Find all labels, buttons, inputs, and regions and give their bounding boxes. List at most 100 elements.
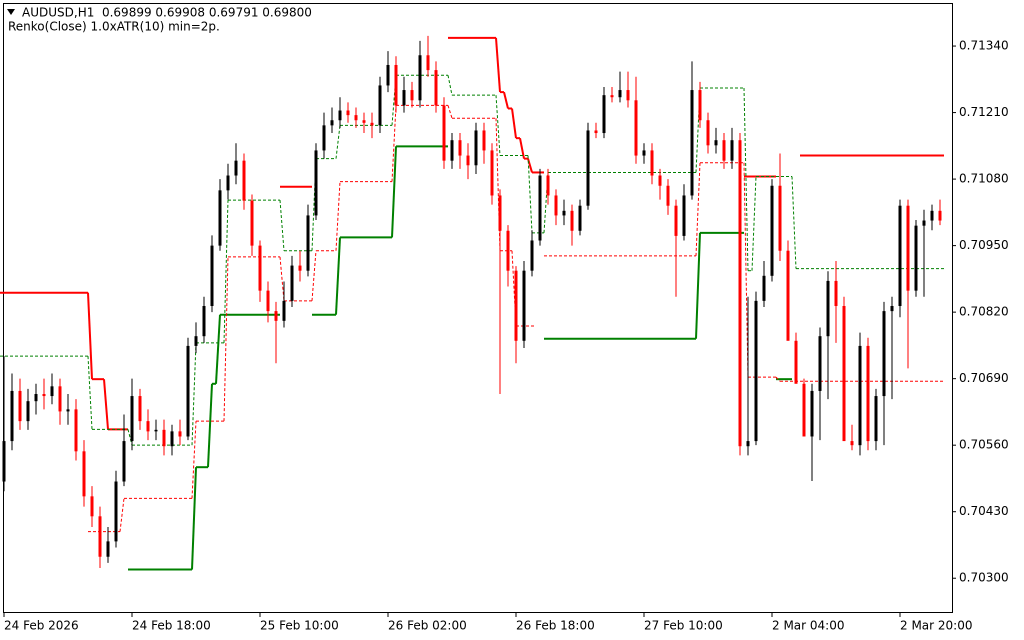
y-tick-label: 0.71340 — [959, 39, 1009, 53]
candle-body — [394, 64, 398, 106]
y-tick-label: 0.70950 — [959, 238, 1009, 252]
candle-body — [226, 175, 230, 191]
candle-body — [322, 125, 326, 151]
candle-body — [706, 120, 710, 146]
level-connector — [695, 162, 701, 256]
candle-body — [466, 155, 470, 166]
level-connector — [87, 292, 93, 380]
candle-body — [498, 195, 502, 231]
candle-body — [106, 541, 110, 557]
candle-body — [594, 130, 598, 134]
candle-body — [658, 175, 662, 186]
candle-body — [234, 160, 238, 176]
y-tick-label: 0.71080 — [959, 172, 1009, 186]
x-tick-label: 27 Feb 10:00 — [644, 619, 723, 633]
candle-body — [898, 205, 902, 306]
candle-body — [450, 140, 454, 161]
candle-body — [914, 225, 918, 291]
candle-body — [274, 311, 278, 321]
candle-body — [610, 95, 614, 98]
level-connector — [447, 75, 453, 96]
candle-body — [354, 115, 358, 121]
level-connector — [191, 467, 197, 570]
level-connector — [311, 250, 317, 301]
candle-body — [530, 240, 534, 271]
candle-body — [250, 200, 254, 246]
level-connector — [503, 91, 509, 109]
candle-body — [666, 185, 670, 206]
level-connector — [87, 356, 93, 430]
candle-body — [370, 122, 374, 126]
candle-body — [50, 386, 54, 397]
candle-body — [906, 205, 910, 291]
y-tick-label: 0.71210 — [959, 105, 1009, 119]
candle-body — [642, 150, 646, 156]
candle-body — [338, 110, 342, 121]
candle-body — [722, 140, 726, 161]
candle-body — [770, 185, 774, 276]
candle-body — [66, 409, 70, 412]
candle-body — [930, 210, 934, 221]
candle-body — [746, 441, 750, 447]
level-connector — [223, 200, 229, 343]
candle-body — [674, 205, 678, 236]
candle-body — [842, 306, 846, 442]
candle-body — [506, 230, 510, 271]
candle-body — [82, 451, 86, 497]
candle-body — [546, 175, 550, 196]
candle-body — [306, 215, 310, 271]
y-tick-label: 0.70430 — [959, 504, 1009, 518]
candle-body — [442, 105, 446, 161]
candle-body — [138, 396, 142, 422]
chart-title: AUDUSD,H1 0.69899 0.69908 0.69791 0.6980… — [22, 6, 312, 20]
candle-body — [154, 429, 158, 432]
candle-body — [426, 55, 430, 71]
candle-body — [922, 220, 926, 226]
candle-body — [202, 306, 206, 337]
candle-body — [730, 140, 734, 161]
candle-body — [858, 345, 862, 446]
candle-body — [26, 401, 30, 422]
candle-body — [626, 90, 630, 101]
level-connector — [391, 105, 397, 182]
level-connector — [191, 342, 197, 446]
y-tick-label: 0.70560 — [959, 438, 1009, 452]
candle-body — [826, 280, 830, 337]
x-tick-label: 25 Feb 10:00 — [260, 619, 339, 633]
level-connector — [791, 176, 797, 269]
candle-body — [802, 383, 806, 437]
candle-body — [130, 396, 134, 442]
candle-body — [778, 185, 782, 251]
candle-body — [522, 270, 526, 341]
plot-frame — [3, 3, 953, 613]
level-connector — [191, 421, 197, 499]
level-connector — [335, 181, 341, 251]
level-connector — [103, 379, 109, 430]
candle-body — [634, 100, 638, 156]
menu-arrow[interactable] — [7, 9, 15, 15]
x-tick-label: 2 Mar 20:00 — [900, 619, 973, 633]
candle-body — [578, 205, 582, 231]
candle-body — [882, 311, 886, 397]
candle-body — [418, 55, 422, 101]
candle-body — [298, 265, 302, 271]
candle-body — [810, 390, 814, 437]
candle-body — [874, 396, 878, 442]
candle-body — [890, 306, 894, 312]
x-tick-label: 26 Feb 02:00 — [388, 619, 467, 633]
candle-body — [754, 300, 758, 442]
x-tick-label: 24 Feb 18:00 — [132, 619, 211, 633]
x-tick-label: 24 Feb 2026 — [4, 619, 79, 633]
level-connector — [495, 95, 501, 156]
level-connector — [743, 162, 749, 378]
candle-body — [938, 210, 942, 221]
candle-body — [218, 190, 222, 246]
level-connector — [127, 429, 133, 446]
candle-body — [2, 441, 6, 482]
x-tick-label: 26 Feb 18:00 — [516, 619, 595, 633]
level-connector — [207, 383, 213, 468]
level-connector — [527, 155, 533, 233]
candle-body — [714, 140, 718, 146]
candle-body — [834, 280, 838, 306]
